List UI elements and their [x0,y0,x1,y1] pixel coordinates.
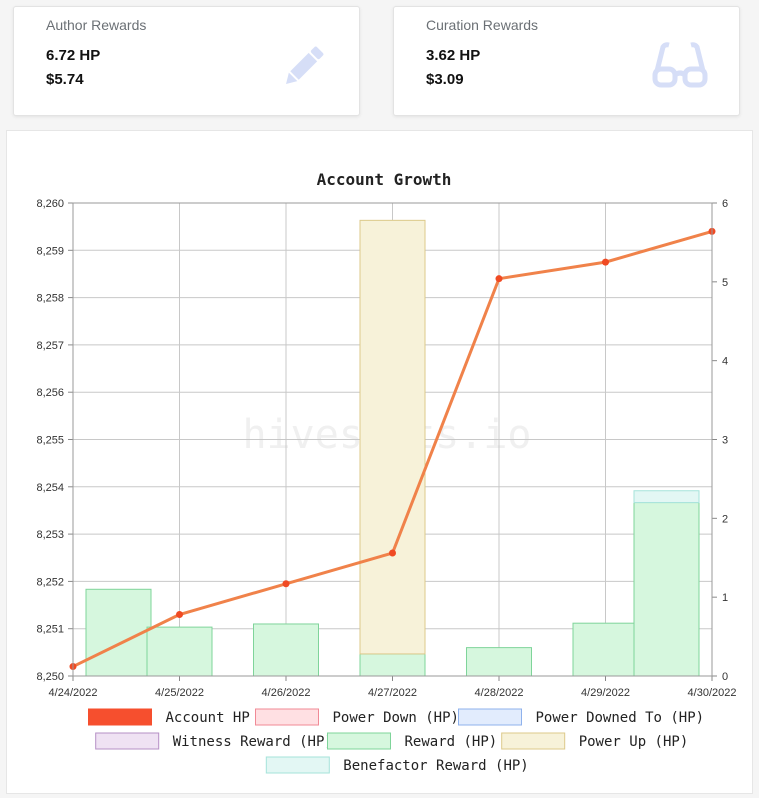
author-rewards-label: Author Rewards [46,17,147,33]
y-left-tick-label: 8,257 [36,340,64,352]
x-tick-label: 4/26/2022 [262,687,311,699]
y-left-tick-label: 8,256 [36,387,64,399]
bar-reward-hp [466,647,532,677]
author-rewards-card: Author Rewards 6.72 HP $5.74 [13,6,360,116]
y-right-tick-label: 0 [722,671,728,683]
bar-reward-hp [253,623,319,677]
legend-swatch [255,708,319,726]
bar-power-up-hp [359,219,426,655]
y-left-tick-label: 8,258 [36,293,64,305]
y-right-tick-label: 3 [722,435,728,447]
x-tick-label: 4/24/2022 [49,687,98,699]
bar-reward-hp [146,626,213,677]
y-left-tick-label: 8,260 [36,198,64,210]
legend-label: Power Down (HP) [333,710,459,726]
legend-swatch [265,756,330,774]
curation-rewards-label: Curation Rewards [426,17,539,33]
curation-rewards-card: Curation Rewards 3.62 HP $3.09 [393,6,740,116]
plot-frame [72,202,713,677]
legend-label: Power Downed To (HP) [536,710,705,726]
account-hp-point [602,258,609,266]
y-right-tick-label: 5 [722,277,728,289]
y-left-tick-label: 8,254 [36,482,64,494]
author-rewards-usd: $5.74 [46,71,84,88]
account-hp-point [495,275,503,283]
y-right-tick-label: 6 [722,198,728,210]
account-hp-point [389,549,396,557]
x-tick-label: 4/29/2022 [581,687,630,699]
author-rewards-hp: 6.72 HP [46,47,101,64]
y-right-tick-label: 4 [722,356,728,368]
bar-reward-hp [359,653,426,677]
x-tick-label: 4/27/2022 [368,687,417,699]
x-tick-label: 4/30/2022 [688,687,737,699]
account-hp-point [282,580,290,588]
curation-rewards-hp: 3.62 HP [426,47,481,64]
y-right-tick-label: 1 [722,592,728,604]
legend-swatch [501,732,566,750]
legend-label: Account HP [166,710,250,726]
legend-swatch [88,708,152,726]
legend-label: Power Up (HP) [579,734,689,750]
legend-swatch [95,732,160,750]
curation-rewards-usd: $3.09 [426,71,464,88]
pencil-icon [277,41,329,98]
y-left-tick-label: 8,250 [36,671,64,683]
account-hp-point [176,611,183,619]
y-left-tick-label: 8,252 [36,576,64,588]
legend-swatch [458,708,522,726]
x-tick-label: 4/28/2022 [475,687,524,699]
chart-title: Account Growth [317,170,452,189]
legend-label: Benefactor Reward (HP) [343,758,528,774]
legend-label: Reward (HP) [405,734,498,750]
bar-reward-hp [633,502,700,677]
y-left-tick-label: 8,253 [36,529,64,541]
y-left-tick-label: 8,259 [36,245,64,257]
bar-reward-hp [572,622,639,677]
bar-benefactor-reward-hp [633,490,700,504]
glasses-icon [651,41,709,96]
y-right-tick-label: 2 [722,513,728,525]
legend-swatch [327,732,391,750]
legend-label: Witness Reward (HP) [173,734,333,750]
x-tick-label: 4/25/2022 [155,687,204,699]
y-left-tick-label: 8,255 [36,435,64,447]
y-left-tick-label: 8,251 [36,624,64,636]
